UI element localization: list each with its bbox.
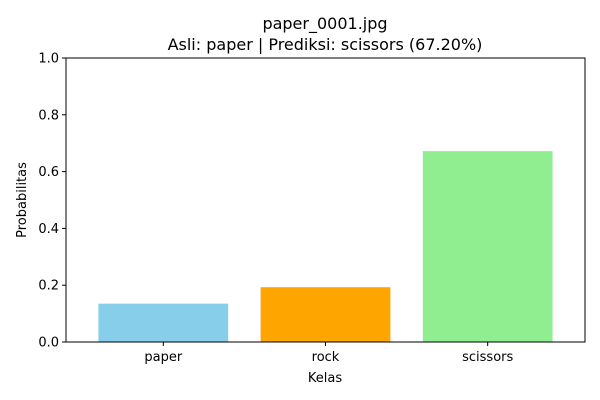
x-ticks-group: paper rock scissors — [144, 342, 513, 365]
plot-frame — [65, 57, 586, 343]
y-tick-label: 0.8 — [38, 108, 59, 123]
y-ticks-group: 0.0 0.2 0.4 0.6 0.8 1.0 — [38, 52, 66, 351]
chart-title-prediction: Asli: paper | Prediksi: scissors (67.20%… — [168, 35, 483, 54]
y-tick-label: 0.6 — [38, 165, 59, 180]
x-tick-label: scissors — [462, 350, 513, 365]
bar-rock — [260, 287, 391, 342]
bar-paper — [98, 303, 229, 342]
y-axis-label: Probabilitas — [15, 162, 30, 238]
y-tick-label: 0.2 — [38, 279, 59, 294]
y-tick-label: 0.4 — [38, 222, 59, 237]
y-tick-label: 0.0 — [38, 336, 59, 351]
x-tick-label: rock — [312, 350, 340, 365]
bar-scissors — [422, 151, 553, 342]
x-axis-label: Kelas — [308, 371, 342, 386]
bars-group — [98, 151, 553, 342]
x-tick-label: paper — [144, 350, 182, 365]
chart-title-filename: paper_0001.jpg — [262, 14, 387, 34]
y-tick-label: 1.0 — [38, 52, 59, 67]
